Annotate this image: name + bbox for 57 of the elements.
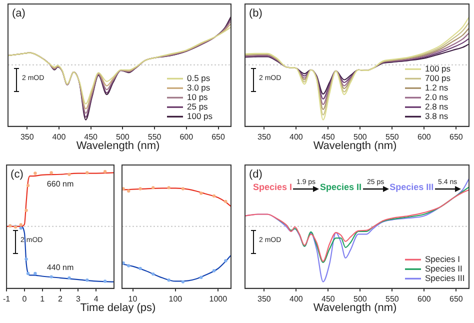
x-tick-label: 500 bbox=[116, 132, 130, 142]
x-axis-title: Wavelength (nm) bbox=[313, 302, 397, 314]
legend-label: 100 ps bbox=[425, 63, 451, 74]
series-label: 660 nm bbox=[46, 180, 74, 189]
legend-label: 1.2 ns bbox=[425, 82, 448, 92]
x-tick-label: 3 bbox=[76, 294, 81, 304]
x-tick-label: 550 bbox=[148, 132, 162, 142]
x-tick-label: 100 bbox=[168, 294, 183, 304]
x-tick-label: 600 bbox=[418, 132, 432, 142]
x-tick-label: 350 bbox=[258, 132, 272, 142]
x-tick-label: 450 bbox=[322, 294, 336, 304]
chart-title: (b) bbox=[249, 8, 262, 20]
x-tick-label: 550 bbox=[386, 294, 400, 304]
chart-title: (c) bbox=[10, 168, 24, 181]
x-tick-label: 400 bbox=[290, 294, 304, 304]
legend-label: 100 ps bbox=[187, 110, 213, 121]
x-tick-label: 450 bbox=[322, 132, 336, 142]
chart-title: (d) bbox=[249, 168, 262, 181]
legend-label: 10 ps bbox=[187, 92, 208, 102]
x-tick-label: 450 bbox=[84, 132, 98, 142]
legend-label: 700 ps bbox=[425, 72, 451, 83]
x-axis-title: Wavelength (nm) bbox=[313, 140, 397, 152]
x-tick-label: 10 bbox=[128, 294, 138, 304]
x-tick-label: 600 bbox=[180, 132, 194, 142]
x-tick-label: 4 bbox=[94, 294, 99, 304]
legend-label: 25 ps bbox=[187, 101, 208, 112]
legend-label: Species II bbox=[425, 263, 462, 274]
series-label: 440 nm bbox=[46, 263, 74, 272]
legend-label: Species I bbox=[425, 254, 460, 264]
x-tick-label: 500 bbox=[354, 294, 368, 304]
legend-label: 3.8 ns bbox=[425, 110, 448, 121]
x-tick-label: 350 bbox=[20, 132, 34, 142]
annotation: Species III bbox=[390, 182, 434, 192]
chart-title: (a) bbox=[12, 8, 26, 20]
legend-label: 3.0 ps bbox=[187, 82, 210, 92]
x-tick-label: 0 bbox=[22, 294, 28, 304]
legend-label: Species III bbox=[425, 272, 465, 283]
x-tick-label: 400 bbox=[52, 132, 66, 142]
x-tick-label: 600 bbox=[418, 294, 432, 304]
legend-label: 2.8 ns bbox=[425, 101, 448, 112]
legend-label: 0.5 ps bbox=[187, 72, 210, 83]
x-axis-title: Wavelength (nm) bbox=[76, 140, 160, 152]
x-tick-label: 650 bbox=[450, 132, 464, 142]
x-tick-label: 2 bbox=[58, 294, 64, 304]
x-tick-label: 500 bbox=[354, 132, 368, 142]
x-tick-label: 550 bbox=[386, 132, 400, 142]
annotation: Species I bbox=[253, 182, 292, 192]
x-tick-label: 350 bbox=[258, 294, 272, 304]
annotation: Species II bbox=[320, 182, 362, 192]
x-axis-title: Time delay (ps) bbox=[80, 302, 156, 314]
x-tick-label: 650 bbox=[450, 294, 464, 304]
x-tick-label: 400 bbox=[290, 132, 304, 142]
x-tick-label: 1 bbox=[40, 294, 46, 304]
x-tick-label: -1 bbox=[2, 294, 11, 304]
x-tick-label: 1000 bbox=[209, 294, 228, 304]
x-tick-label: 650 bbox=[212, 132, 226, 142]
legend-label: 2.0 ns bbox=[425, 92, 448, 102]
